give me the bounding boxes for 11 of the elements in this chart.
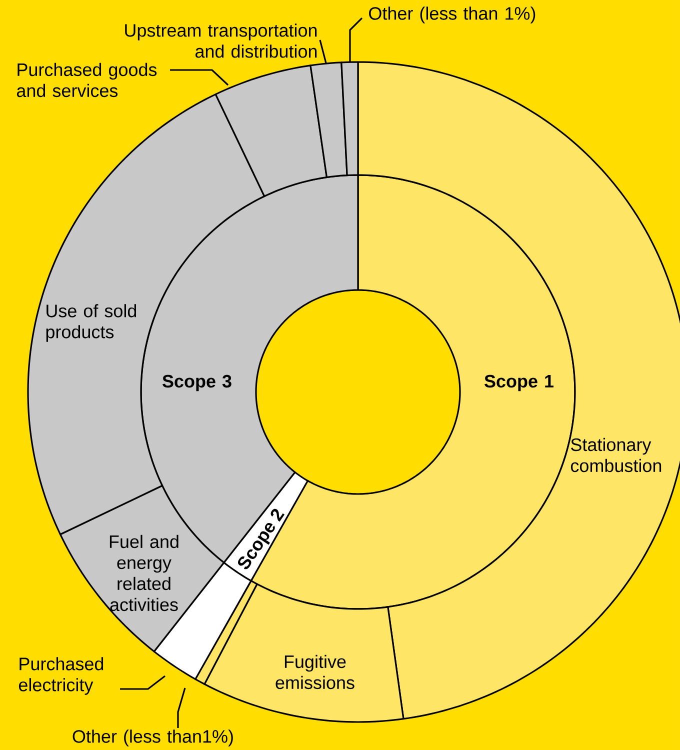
slice-label: Scope 1 (484, 374, 554, 392)
slice-label: Use of sold products (46, 304, 136, 342)
slice-label: Purchased electricity (18, 657, 104, 695)
slice-label: Purchased goods and services (16, 62, 157, 98)
slice-label: Stationary combustion (570, 438, 662, 472)
slice-label: Scope 3 (162, 374, 232, 392)
slice-label: Other (less than1%) (72, 730, 233, 746)
slice-label: Other (less than 1%) (369, 6, 536, 24)
slice-label: Upstream transportation and distribution (125, 24, 317, 58)
slice-label: Fugitive emissions (276, 654, 354, 690)
slice-label: Fuel and energy related activities (110, 534, 178, 612)
